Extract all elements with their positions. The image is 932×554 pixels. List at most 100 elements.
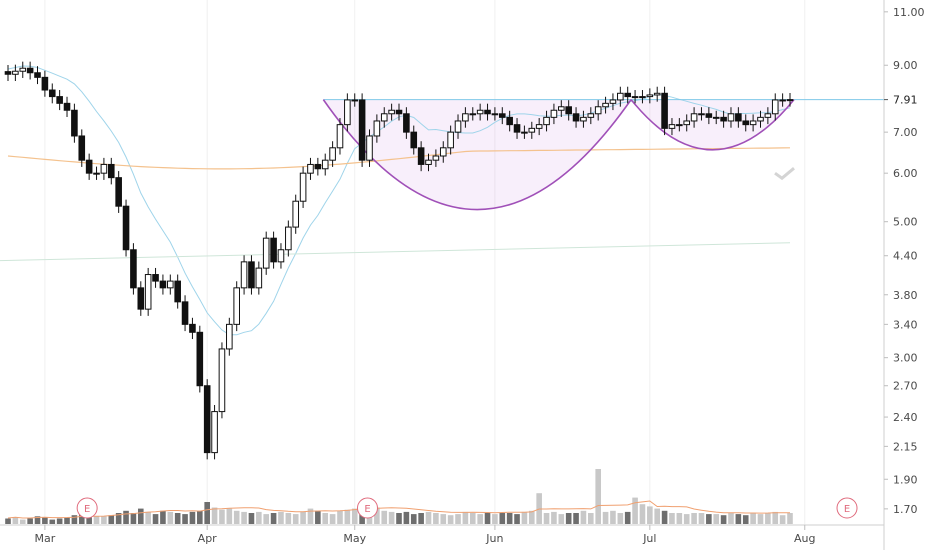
candle-body — [631, 96, 639, 99]
volume-bar — [492, 514, 498, 524]
volume-bar — [765, 513, 771, 524]
volume-bar — [595, 469, 601, 524]
volume-bar — [647, 506, 653, 524]
candle-body — [462, 113, 469, 122]
candle-body — [26, 67, 34, 74]
volume-bar — [691, 513, 697, 524]
volume-bar — [86, 517, 92, 524]
candle-body — [403, 113, 410, 133]
candle-body — [285, 226, 292, 251]
candle-body — [668, 124, 676, 129]
volume-bar — [521, 511, 528, 524]
y-tick-label: 5.00 — [893, 216, 918, 229]
candle-body — [366, 135, 373, 161]
volume-bar — [278, 511, 284, 524]
volume-bar — [676, 513, 683, 524]
candle-body — [439, 147, 447, 157]
volume-bar — [12, 517, 19, 524]
volume-bar — [71, 515, 78, 524]
volume-bar — [388, 511, 395, 524]
candle-body — [661, 92, 668, 129]
volume-bar — [669, 513, 675, 524]
volume-bar — [315, 510, 321, 524]
volume-bar — [256, 511, 262, 524]
candle-body — [373, 120, 381, 137]
candle-body — [144, 274, 152, 310]
candle-body — [56, 96, 63, 104]
volume-bar — [78, 514, 85, 524]
candle-body — [550, 109, 558, 118]
candle-body — [484, 109, 491, 115]
candle-body — [270, 237, 277, 263]
earnings-marker-circle — [356, 497, 378, 519]
candle-body — [572, 113, 580, 122]
volume-bar — [455, 514, 461, 524]
volume-bar — [588, 513, 594, 524]
volume-bar — [160, 510, 166, 524]
candle-body — [71, 109, 78, 137]
candle-body — [521, 131, 528, 134]
volume-bar — [558, 514, 565, 524]
candle-body — [786, 99, 794, 102]
candle-body — [535, 124, 543, 129]
candle-body — [742, 120, 750, 126]
volume-bar — [285, 513, 292, 524]
candle-body — [698, 113, 705, 116]
candle-body — [181, 301, 189, 325]
earnings-marker-label: E — [844, 504, 850, 515]
volume-bar — [101, 516, 107, 524]
candle-body — [255, 267, 263, 289]
volume-bar — [720, 515, 727, 524]
candle-body — [19, 67, 27, 72]
candle-body — [705, 113, 713, 118]
candle-body — [152, 274, 159, 282]
candle-body — [189, 323, 196, 333]
volume-bar — [418, 513, 424, 524]
volume-bar — [742, 515, 749, 524]
volume-bar — [167, 511, 174, 524]
volume-bar — [263, 514, 270, 524]
volume-bar — [469, 513, 476, 524]
candle-body — [528, 127, 536, 133]
volume-bar — [602, 511, 609, 524]
y-tick-label: 1.70 — [893, 503, 918, 516]
volume-bar — [329, 514, 336, 524]
x-tick-label: Jul — [642, 532, 656, 545]
candle-body — [107, 163, 115, 179]
x-tick-label: Mar — [35, 532, 56, 545]
volume-bar — [189, 511, 196, 524]
candle-body — [779, 99, 786, 102]
volume-bar — [477, 514, 483, 524]
volume-bar — [381, 510, 388, 524]
y-tick-label: 3.40 — [893, 318, 918, 331]
volume-bar — [197, 510, 203, 524]
volume-bar — [374, 507, 380, 524]
volume-bar — [130, 513, 137, 524]
volume-bar — [344, 509, 351, 524]
candle-body — [587, 113, 595, 118]
candle-body — [159, 280, 167, 289]
volume-bar — [307, 508, 314, 524]
candle-body — [233, 287, 240, 325]
candle-body — [240, 261, 248, 289]
volume-bar — [698, 513, 705, 524]
volume-bar — [433, 513, 439, 524]
volume-bar — [123, 510, 129, 524]
candle-body — [137, 287, 145, 310]
candle-body — [513, 124, 521, 133]
volume-bar — [226, 508, 233, 524]
candle-body — [425, 159, 432, 165]
volume-bar — [661, 510, 668, 524]
volume-bar — [403, 511, 410, 524]
volume-bar — [610, 510, 616, 524]
candle-body — [410, 131, 418, 149]
candle-body — [307, 163, 314, 174]
earnings-marker-label: E — [84, 504, 90, 515]
volume-bar — [632, 497, 638, 524]
volume-bar — [137, 508, 144, 524]
volume-bar — [440, 514, 447, 524]
volume-bar — [750, 513, 756, 524]
watermark-check — [774, 167, 795, 181]
